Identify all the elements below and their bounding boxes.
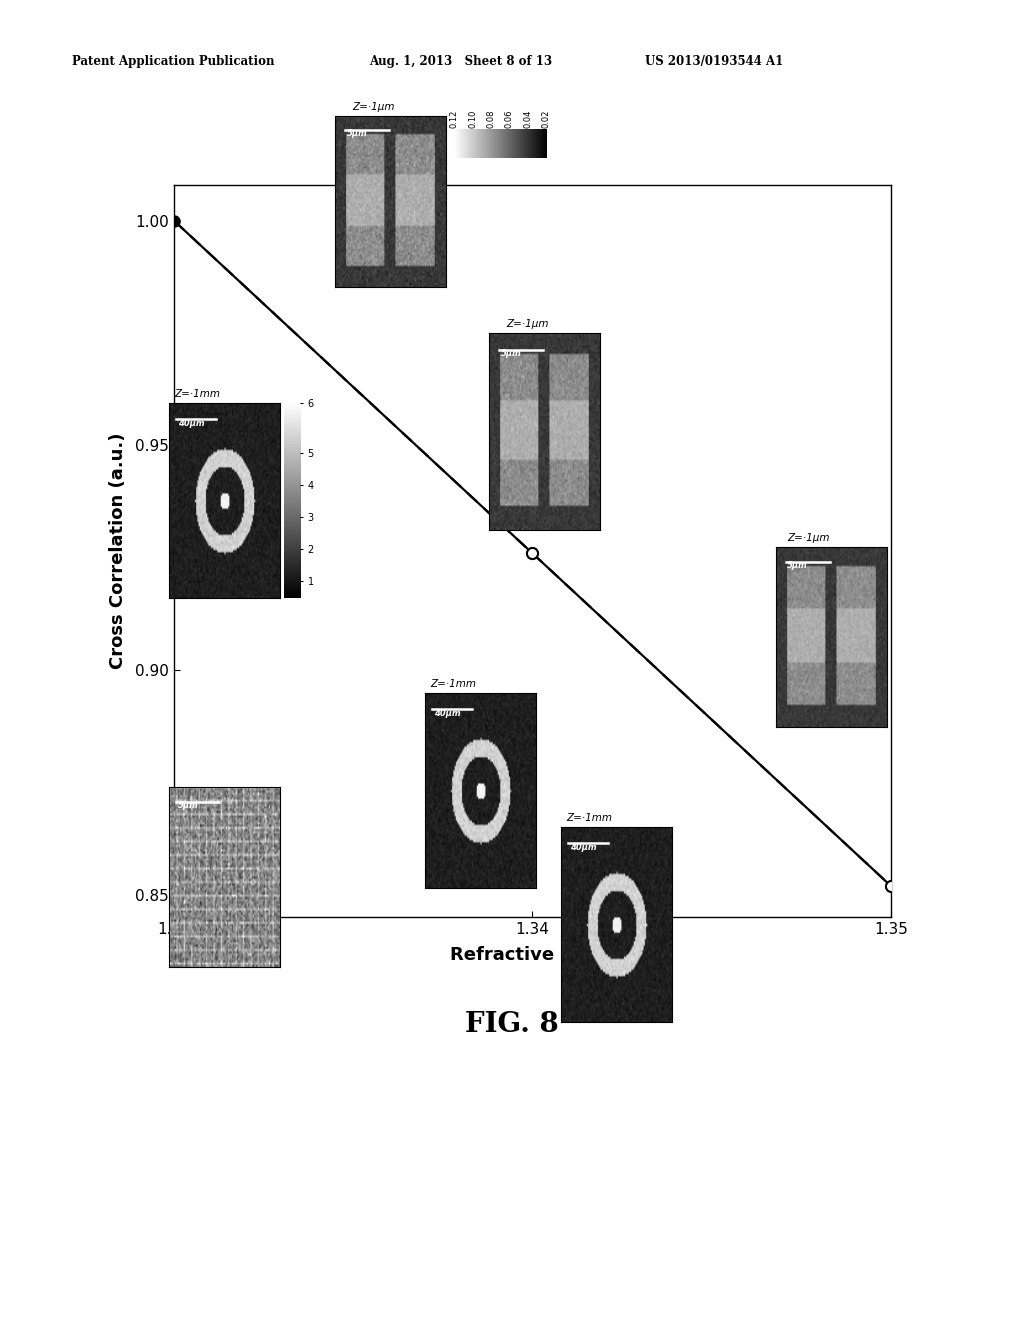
Text: 5μm: 5μm: [787, 561, 808, 570]
Text: US 2013/0193544 A1: US 2013/0193544 A1: [645, 55, 783, 69]
Text: 5μm: 5μm: [501, 350, 521, 359]
Text: 0.12: 0.12: [450, 110, 459, 128]
Text: 5μm: 5μm: [346, 129, 368, 139]
Text: 5μm: 5μm: [178, 801, 199, 810]
Text: Z=·1μm: Z=·1μm: [787, 533, 829, 543]
Text: Z=·1mm: Z=·1mm: [174, 388, 220, 399]
Text: 40μm: 40μm: [178, 418, 205, 428]
Text: Aug. 1, 2013   Sheet 8 of 13: Aug. 1, 2013 Sheet 8 of 13: [369, 55, 552, 69]
Text: Z=·1mm: Z=·1mm: [566, 813, 612, 822]
Text: Z=·1μm: Z=·1μm: [352, 102, 394, 112]
X-axis label: Refractive index: Refractive index: [450, 945, 615, 964]
Text: 40μm: 40μm: [434, 709, 461, 718]
Text: 0.06: 0.06: [505, 110, 514, 128]
Y-axis label: Cross Correlation (a.u.): Cross Correlation (a.u.): [109, 433, 127, 669]
Text: Z=·1μm: Z=·1μm: [506, 318, 549, 329]
Text: 0.02: 0.02: [542, 110, 551, 128]
Text: Z=·1mm: Z=·1mm: [430, 678, 476, 689]
Text: 40μm: 40μm: [570, 843, 597, 851]
Text: 0.04: 0.04: [523, 110, 532, 128]
Text: FIG. 8: FIG. 8: [465, 1011, 559, 1039]
Text: Patent Application Publication: Patent Application Publication: [72, 55, 274, 69]
Text: 0.08: 0.08: [486, 110, 496, 128]
Text: 0.10: 0.10: [468, 110, 477, 128]
